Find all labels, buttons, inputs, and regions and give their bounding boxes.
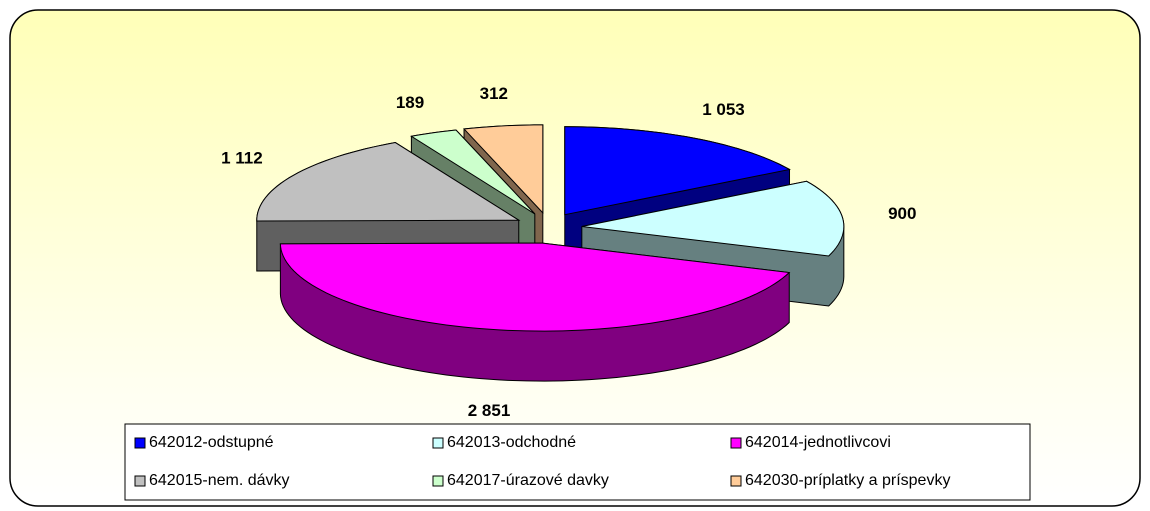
legend-swatch [432,475,444,487]
data-label: 312 [480,84,508,103]
legend-label: 642013-odchodné [447,434,576,451]
pie-slice [410,129,536,215]
legend-swatch [134,475,146,487]
data-label: 2 851 [468,401,511,420]
data-label: 189 [396,93,424,112]
pie-slice [581,180,845,257]
data-label: 1 053 [702,100,745,119]
legend-label: 642012-odstupné [149,434,274,451]
legend-label: 642015-nem. dávky [149,472,290,489]
legend-label: 642017-úrazové davky [447,472,609,489]
legend-swatch [730,475,742,487]
legend-swatch [730,437,742,449]
legend: 642012-odstupné 642013-odchodné 642014-jed… [134,434,950,489]
pie-slice [564,126,791,216]
pie-slice [279,242,791,332]
pie: 1 053 900 2 851 1 112 189 312 [221,84,916,420]
data-label: 900 [888,204,916,223]
legend-box [124,423,1031,501]
legend-label: 642014-jednotlivcovi [745,434,891,451]
legend-swatch [134,437,146,449]
legend-label: 642030-príplatky a príspevky [745,472,950,489]
pie-slice [256,142,521,222]
legend-swatch [432,437,444,449]
data-label: 1 112 [221,148,263,167]
pie-slice [462,124,544,215]
